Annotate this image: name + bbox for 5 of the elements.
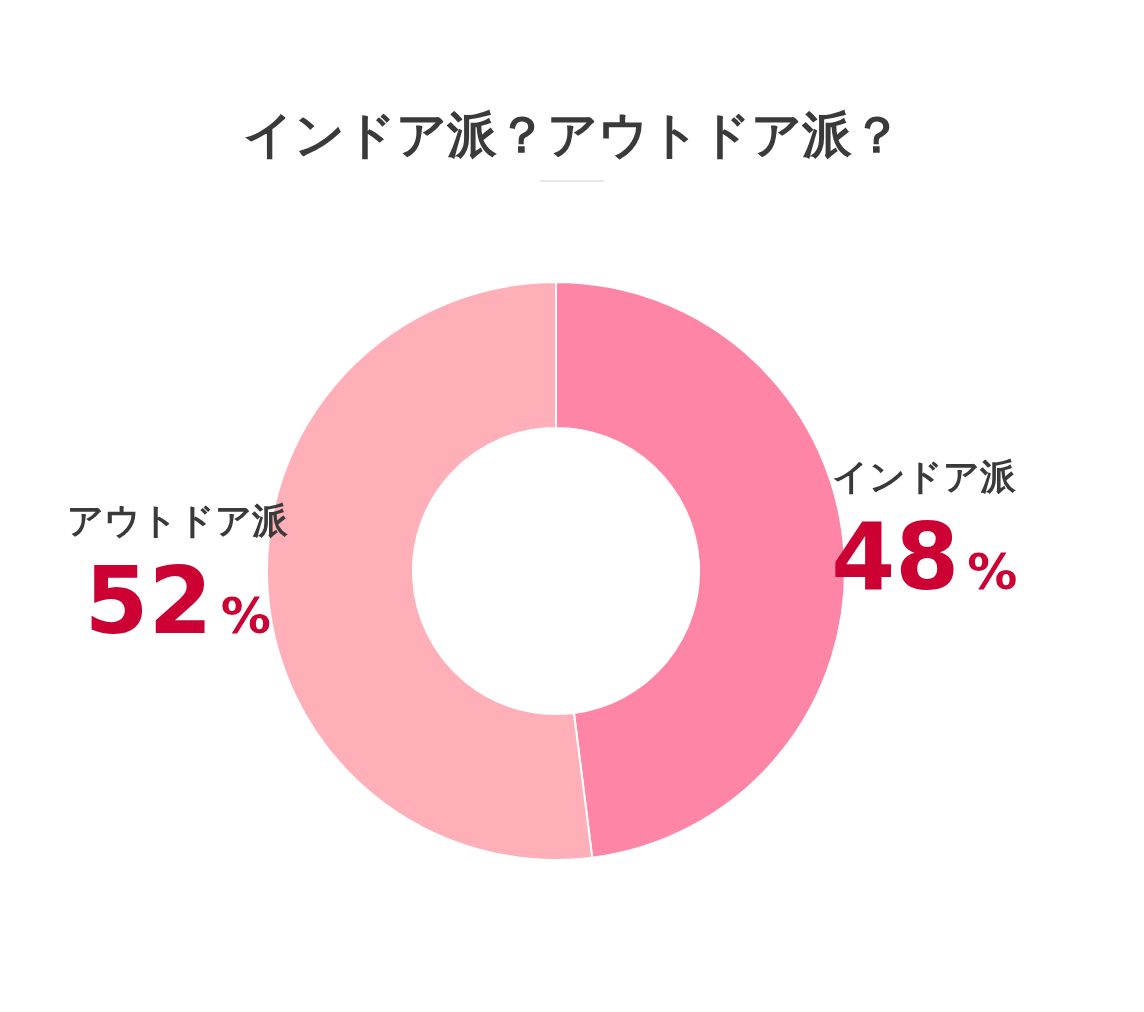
slice-label: インドア派 (832, 456, 1018, 498)
data-label: 48% (831, 504, 1018, 612)
data-label: 52% (84, 547, 271, 655)
slice-label: アウトドア派 (67, 499, 290, 541)
chart-title: インドア派？アウトドア派？ (242, 106, 902, 164)
